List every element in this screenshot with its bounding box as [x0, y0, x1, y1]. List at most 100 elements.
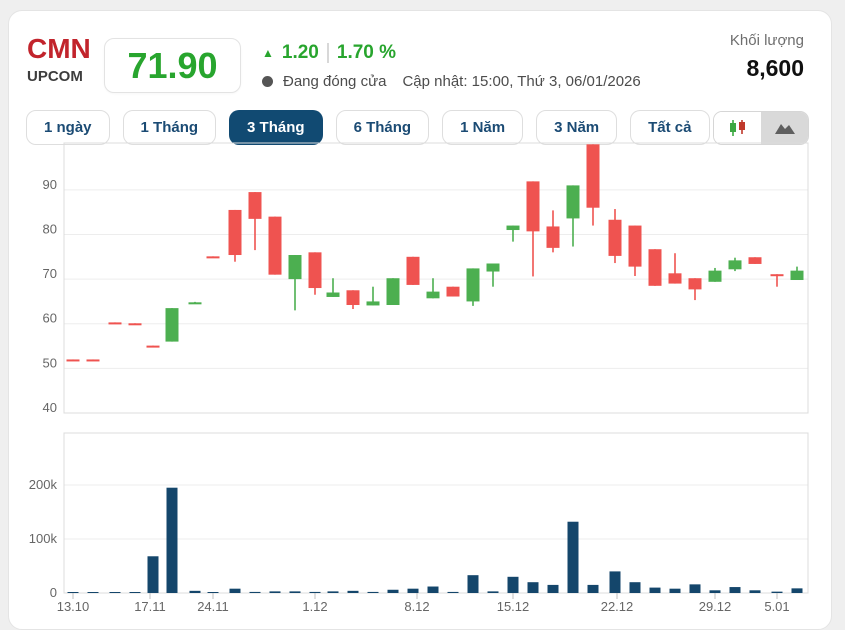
candle-body	[526, 181, 540, 232]
candle-body	[188, 302, 202, 305]
candle-body	[86, 359, 100, 362]
tab-1-month[interactable]: 1 Tháng	[122, 110, 217, 145]
candle-body	[668, 273, 682, 284]
y-axis-tick-label: 90	[43, 177, 57, 192]
candle-body	[146, 345, 160, 348]
area-chart-icon[interactable]	[761, 112, 808, 144]
stock-chart-card: CMN UPCOM 71.90 ▲ 1.20 1.70 % Đang đóng …	[8, 10, 832, 630]
volume-bar	[109, 592, 121, 593]
x-axis-tick-label: 5.01	[764, 599, 789, 614]
volume-value: 8,600	[746, 55, 804, 81]
candlestick-chart: 90 80 70 60 50 40	[43, 142, 809, 415]
candle-body	[628, 225, 642, 267]
candle-body	[66, 359, 80, 362]
volume-bar	[189, 590, 201, 593]
candle-body	[308, 252, 322, 289]
tab-3-years[interactable]: 3 Năm	[536, 110, 618, 145]
candle-body	[326, 292, 340, 297]
volume-bar	[447, 591, 459, 593]
volume-bar	[387, 589, 399, 593]
candle-body	[206, 256, 220, 259]
volume-bar	[207, 592, 219, 593]
tab-1-year[interactable]: 1 Năm	[442, 110, 524, 145]
candle-body	[228, 209, 242, 256]
current-price: 71.90	[127, 44, 218, 86]
volume-bar	[587, 584, 599, 593]
y-axis-tick-label: 60	[43, 311, 57, 326]
candle-body	[506, 225, 520, 231]
volume-tick-label: 200k	[29, 477, 58, 492]
candle-body	[790, 270, 804, 281]
x-axis-tick-label: 22.12	[601, 599, 634, 614]
candle-body	[688, 278, 702, 290]
price-plot-border	[63, 142, 809, 414]
x-axis-tick-label: 1.12	[302, 599, 327, 614]
x-axis-tick-label: 13.10	[57, 599, 90, 614]
x-axis-tick-label: 15.12	[497, 599, 530, 614]
mountain-glyph	[774, 124, 795, 134]
volume-bar	[166, 487, 178, 593]
tab-all[interactable]: Tất cả	[630, 110, 710, 145]
volume-bar	[729, 587, 741, 593]
chart-type-toggle	[713, 111, 809, 145]
market-closed-dot-icon	[262, 76, 273, 87]
tab-6-months[interactable]: 6 Tháng	[335, 110, 430, 145]
candle-body	[446, 286, 460, 297]
candle-body	[466, 268, 480, 302]
volume-bar	[269, 591, 281, 593]
candle-body	[406, 256, 420, 285]
tab-1-day[interactable]: 1 ngày	[26, 110, 110, 145]
candle-body	[288, 255, 302, 280]
candle-body	[426, 291, 440, 299]
candle-body	[248, 192, 262, 219]
candle-body	[586, 144, 600, 208]
volume-bar	[427, 586, 439, 593]
y-axis-tick-label: 40	[43, 400, 57, 415]
volume-bar	[67, 592, 79, 593]
volume-bar	[309, 591, 321, 593]
y-axis-tick-label: 70	[43, 266, 57, 281]
x-axis-tick-label: 17.11	[134, 599, 166, 614]
volume-bar	[147, 556, 159, 593]
volume-tick-label: 0	[50, 585, 57, 600]
volume-label: Khối lượng	[729, 32, 804, 49]
volume-bar	[347, 590, 359, 593]
volume-bar	[407, 588, 419, 593]
candlestick-glyph	[729, 120, 745, 136]
volume-bar	[791, 588, 803, 593]
candle-body	[728, 260, 742, 270]
volume-bar	[467, 575, 479, 593]
volume-bar	[507, 576, 519, 593]
tab-3-months[interactable]: 3 Tháng	[229, 110, 323, 145]
candle-body	[128, 323, 142, 326]
last-updated-text: Cập nhật: 15:00, Thứ 3, 06/01/2026	[402, 73, 641, 90]
y-axis-tick-label: 50	[43, 355, 57, 370]
candle-body	[748, 257, 762, 264]
range-tabs: 1 ngày 1 Tháng 3 Tháng 6 Tháng 1 Năm 3 N…	[26, 110, 710, 145]
volume-bar	[289, 591, 301, 593]
volume-bar	[709, 590, 721, 593]
candle-body	[648, 249, 662, 286]
candlestick-icon[interactable]	[714, 112, 761, 144]
price-change-percent: 1.70 %	[336, 42, 397, 63]
volume-tick-label: 100k	[29, 531, 58, 546]
candle-body	[708, 270, 722, 282]
candle-body	[346, 290, 360, 305]
x-axis-tick-label: 24.11	[197, 599, 229, 614]
volume-bar	[129, 592, 141, 593]
exchange-label: UPCOM	[27, 68, 83, 85]
volume-bar	[749, 590, 761, 593]
up-arrow-icon: ▲	[262, 46, 274, 60]
volume-bar	[689, 584, 701, 593]
volume-bar	[629, 582, 641, 593]
candle-body	[486, 263, 500, 272]
volume-bar	[87, 592, 99, 593]
candle-body	[108, 322, 122, 325]
y-axis-tick-label: 80	[43, 221, 57, 236]
x-axis-tick-label: 29.12	[699, 599, 732, 614]
market-status-row: Đang đóng cửa Cập nhật: 15:00, Thứ 3, 06…	[262, 73, 641, 90]
volume-bar	[669, 588, 681, 593]
candle-body	[366, 301, 380, 306]
current-price-box: 71.90	[104, 38, 241, 93]
